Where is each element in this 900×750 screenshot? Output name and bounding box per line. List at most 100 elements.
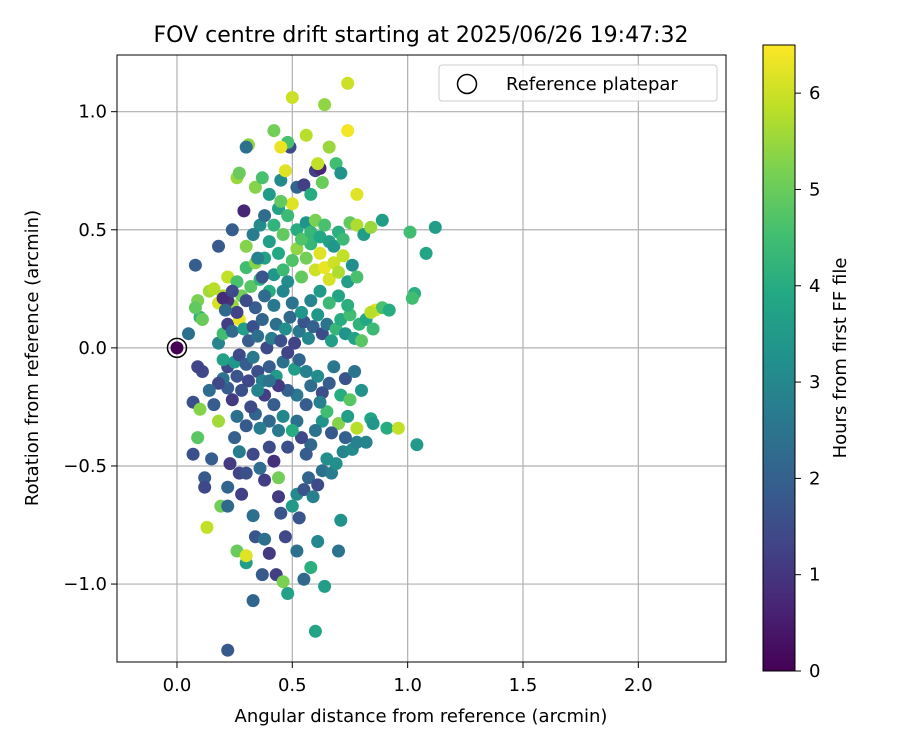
colorbar-tick-label: 3: [809, 372, 820, 393]
scatter-point: [322, 140, 336, 154]
scatter-point: [232, 348, 246, 362]
scatter-point: [403, 225, 417, 239]
scatter-point: [297, 178, 311, 192]
scatter-point: [267, 298, 281, 312]
scatter-point: [311, 535, 325, 548]
scatter-point: [302, 471, 315, 485]
scatter-point: [276, 284, 290, 298]
scatter-point: [327, 239, 341, 253]
scatter-point: [325, 334, 338, 348]
scatter-point: [255, 171, 269, 185]
x-tick-label: 0.0: [163, 675, 192, 696]
scatter-point: [355, 383, 368, 397]
scatter-point: [267, 454, 281, 468]
scatter-point: [334, 513, 348, 527]
scatter-point: [239, 549, 253, 563]
scatter-point: [251, 383, 265, 397]
scatter-point: [274, 140, 288, 154]
x-tick-label: 2.0: [624, 675, 653, 696]
scatter-point: [375, 213, 389, 227]
scatter-point: [366, 417, 380, 430]
scatter-point: [195, 313, 209, 326]
scatter-point: [212, 376, 225, 390]
scatter-point: [262, 546, 276, 560]
scatter-point: [322, 376, 336, 390]
scatter-point: [276, 263, 290, 277]
scatter-point: [225, 324, 239, 338]
reference-ring: [166, 337, 188, 359]
colorbar-tick-label: 1: [809, 565, 820, 586]
scatter-point: [311, 478, 325, 492]
scatter-point: [332, 265, 345, 279]
scatter-point: [295, 431, 308, 445]
scatter-point: [318, 579, 332, 593]
scatter-point: [313, 284, 327, 298]
scatter-point: [244, 400, 258, 414]
scatter-point: [308, 424, 322, 437]
scatter-point: [193, 402, 207, 416]
scatter-point: [322, 272, 336, 286]
colorbar-ticks: 0 1 2 3 4 5 6: [795, 83, 820, 682]
x-tick-label: 0.5: [278, 675, 307, 696]
scatter-point: [230, 369, 244, 383]
scatter-point: [239, 419, 253, 433]
scatter-point: [313, 246, 327, 260]
scatter-point: [297, 483, 311, 497]
x-tick-label: 1.0: [393, 675, 422, 696]
scatter-point: [332, 544, 345, 558]
scatter-point: [216, 291, 230, 305]
y-tick-label: −0.5: [63, 456, 107, 477]
scatter-point: [364, 305, 378, 319]
scatter-point: [405, 291, 419, 305]
scatter-point: [246, 594, 260, 608]
scatter-point: [295, 305, 308, 319]
scatter-point: [267, 398, 281, 412]
scatter-point: [308, 624, 322, 638]
scatter-point: [274, 194, 288, 208]
scatter-point: [320, 405, 334, 419]
scatter-point: [281, 209, 295, 223]
scatter-point: [350, 187, 364, 201]
scatter-point: [258, 289, 272, 303]
scatter-point: [237, 204, 251, 218]
x-tick-label: 1.5: [509, 675, 538, 696]
scatter-point: [290, 544, 304, 558]
colorbar-tick-label: 0: [809, 661, 820, 682]
scatter-point: [336, 249, 350, 263]
scatter-point: [345, 258, 359, 272]
scatter-point: [322, 296, 336, 310]
scatter-point: [267, 124, 281, 138]
x-axis-ticks: 0.0 0.5 1.0 1.5 2.0: [163, 662, 653, 696]
scatter-point: [258, 532, 272, 546]
scatter-point: [350, 270, 364, 284]
scatter-point: [207, 398, 221, 412]
scatter-point: [255, 270, 269, 284]
scatter-point: [288, 336, 302, 350]
scatter-point: [341, 409, 355, 423]
scatter-point: [262, 374, 276, 388]
scatter-point: [292, 511, 306, 525]
scatter-point: [341, 298, 355, 312]
scatter-point: [262, 414, 276, 428]
scatter-point: [350, 218, 364, 232]
scatter-point: [253, 421, 267, 435]
scatter-point: [306, 490, 320, 504]
scatter-point: [285, 197, 299, 211]
reference-point: [170, 341, 184, 355]
scatter-point: [285, 296, 299, 310]
scatter-point: [225, 223, 239, 237]
scatter-point: [315, 176, 329, 189]
scatter-point: [221, 499, 235, 513]
y-axis-label: Rotation from reference (arcmin): [22, 210, 43, 506]
scatter-point: [304, 187, 318, 201]
y-axis-ticks: −1.0 −0.5 0.0 0.5 1.0: [63, 102, 117, 595]
scatter-point: [285, 91, 299, 104]
scatter-point: [212, 239, 225, 253]
scatter-point: [230, 305, 244, 319]
scatter-point: [246, 228, 260, 241]
scatter-point: [251, 329, 265, 343]
colorbar-tick-label: 6: [809, 83, 820, 104]
y-tick-label: 0.0: [78, 338, 107, 359]
scatter-point: [198, 471, 212, 485]
scatter-point: [262, 235, 276, 249]
